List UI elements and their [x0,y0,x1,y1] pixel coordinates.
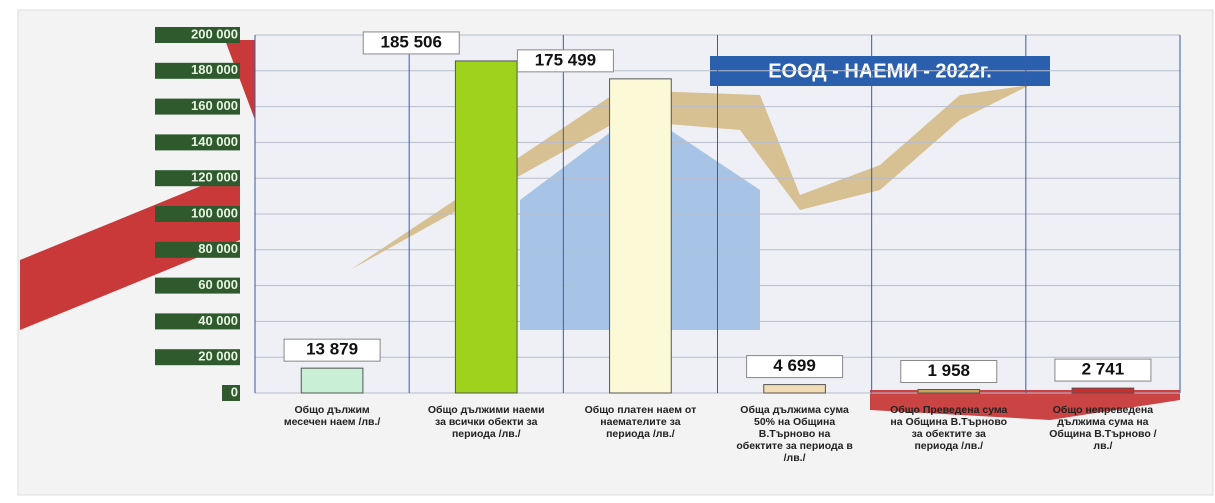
bar [1071,387,1135,394]
floor-decoration [870,390,1180,420]
bar [609,78,672,394]
y-tick-box [155,349,240,366]
y-tick-label: 80 000 [198,241,238,256]
y-tick-label: 40 000 [198,313,238,328]
y-tick-box [155,313,240,330]
y-tick-label: 120 000 [191,170,238,185]
y-tick-box [155,62,240,79]
y-tick-box [222,385,240,401]
y-tick-label: 160 000 [191,98,238,113]
y-tick-label: 100 000 [191,205,238,220]
arrow-decoration [350,85,1030,270]
value-label-box [362,31,460,55]
bar [454,60,518,394]
y-tick-label: 200 000 [191,26,238,41]
value-label: 1 958 [927,361,970,380]
value-label: 175 499 [535,50,596,69]
roof-decoration [225,40,255,120]
value-label: 13 879 [306,340,358,359]
y-tick-box [155,98,240,115]
x-tick-label: Общо Преведена сума на Община В.Търново … [890,404,1008,452]
value-label-box [900,359,998,383]
x-tick-label: Общо платен наем от наемателите за перио… [584,404,697,440]
x-tick-label: Обща дължима сума 50% на Община В.Търнов… [736,404,853,464]
x-tick-label: Общо дължим месечен наем /лв./ [283,404,381,428]
value-label-box [516,49,614,73]
y-tick-label: 60 000 [198,277,238,292]
bar [763,384,826,394]
value-label-box [1054,358,1152,382]
y-tick-label: 140 000 [191,134,238,149]
y-tick-label: 0 [231,384,238,399]
y-tick-label: 20 000 [198,349,238,364]
x-tick-label: Общо дължими наеми за всички обекти за п… [427,404,545,440]
value-label-box [283,338,381,362]
y-tick-label: 180 000 [191,62,238,77]
value-label: 185 506 [381,32,442,51]
bar [917,388,981,394]
y-tick-box [155,206,240,222]
bar [300,367,364,394]
y-tick-box [155,277,240,294]
y-tick-box [155,134,240,151]
value-label-box [746,355,844,379]
y-tick-box [155,27,240,43]
y-tick-box [155,170,240,187]
y-tick-box [155,241,240,258]
x-tick-label: Общо непреведена дължима сума на Община … [1049,404,1157,452]
value-label: 4 699 [773,356,816,375]
value-label: 2 741 [1082,360,1125,379]
